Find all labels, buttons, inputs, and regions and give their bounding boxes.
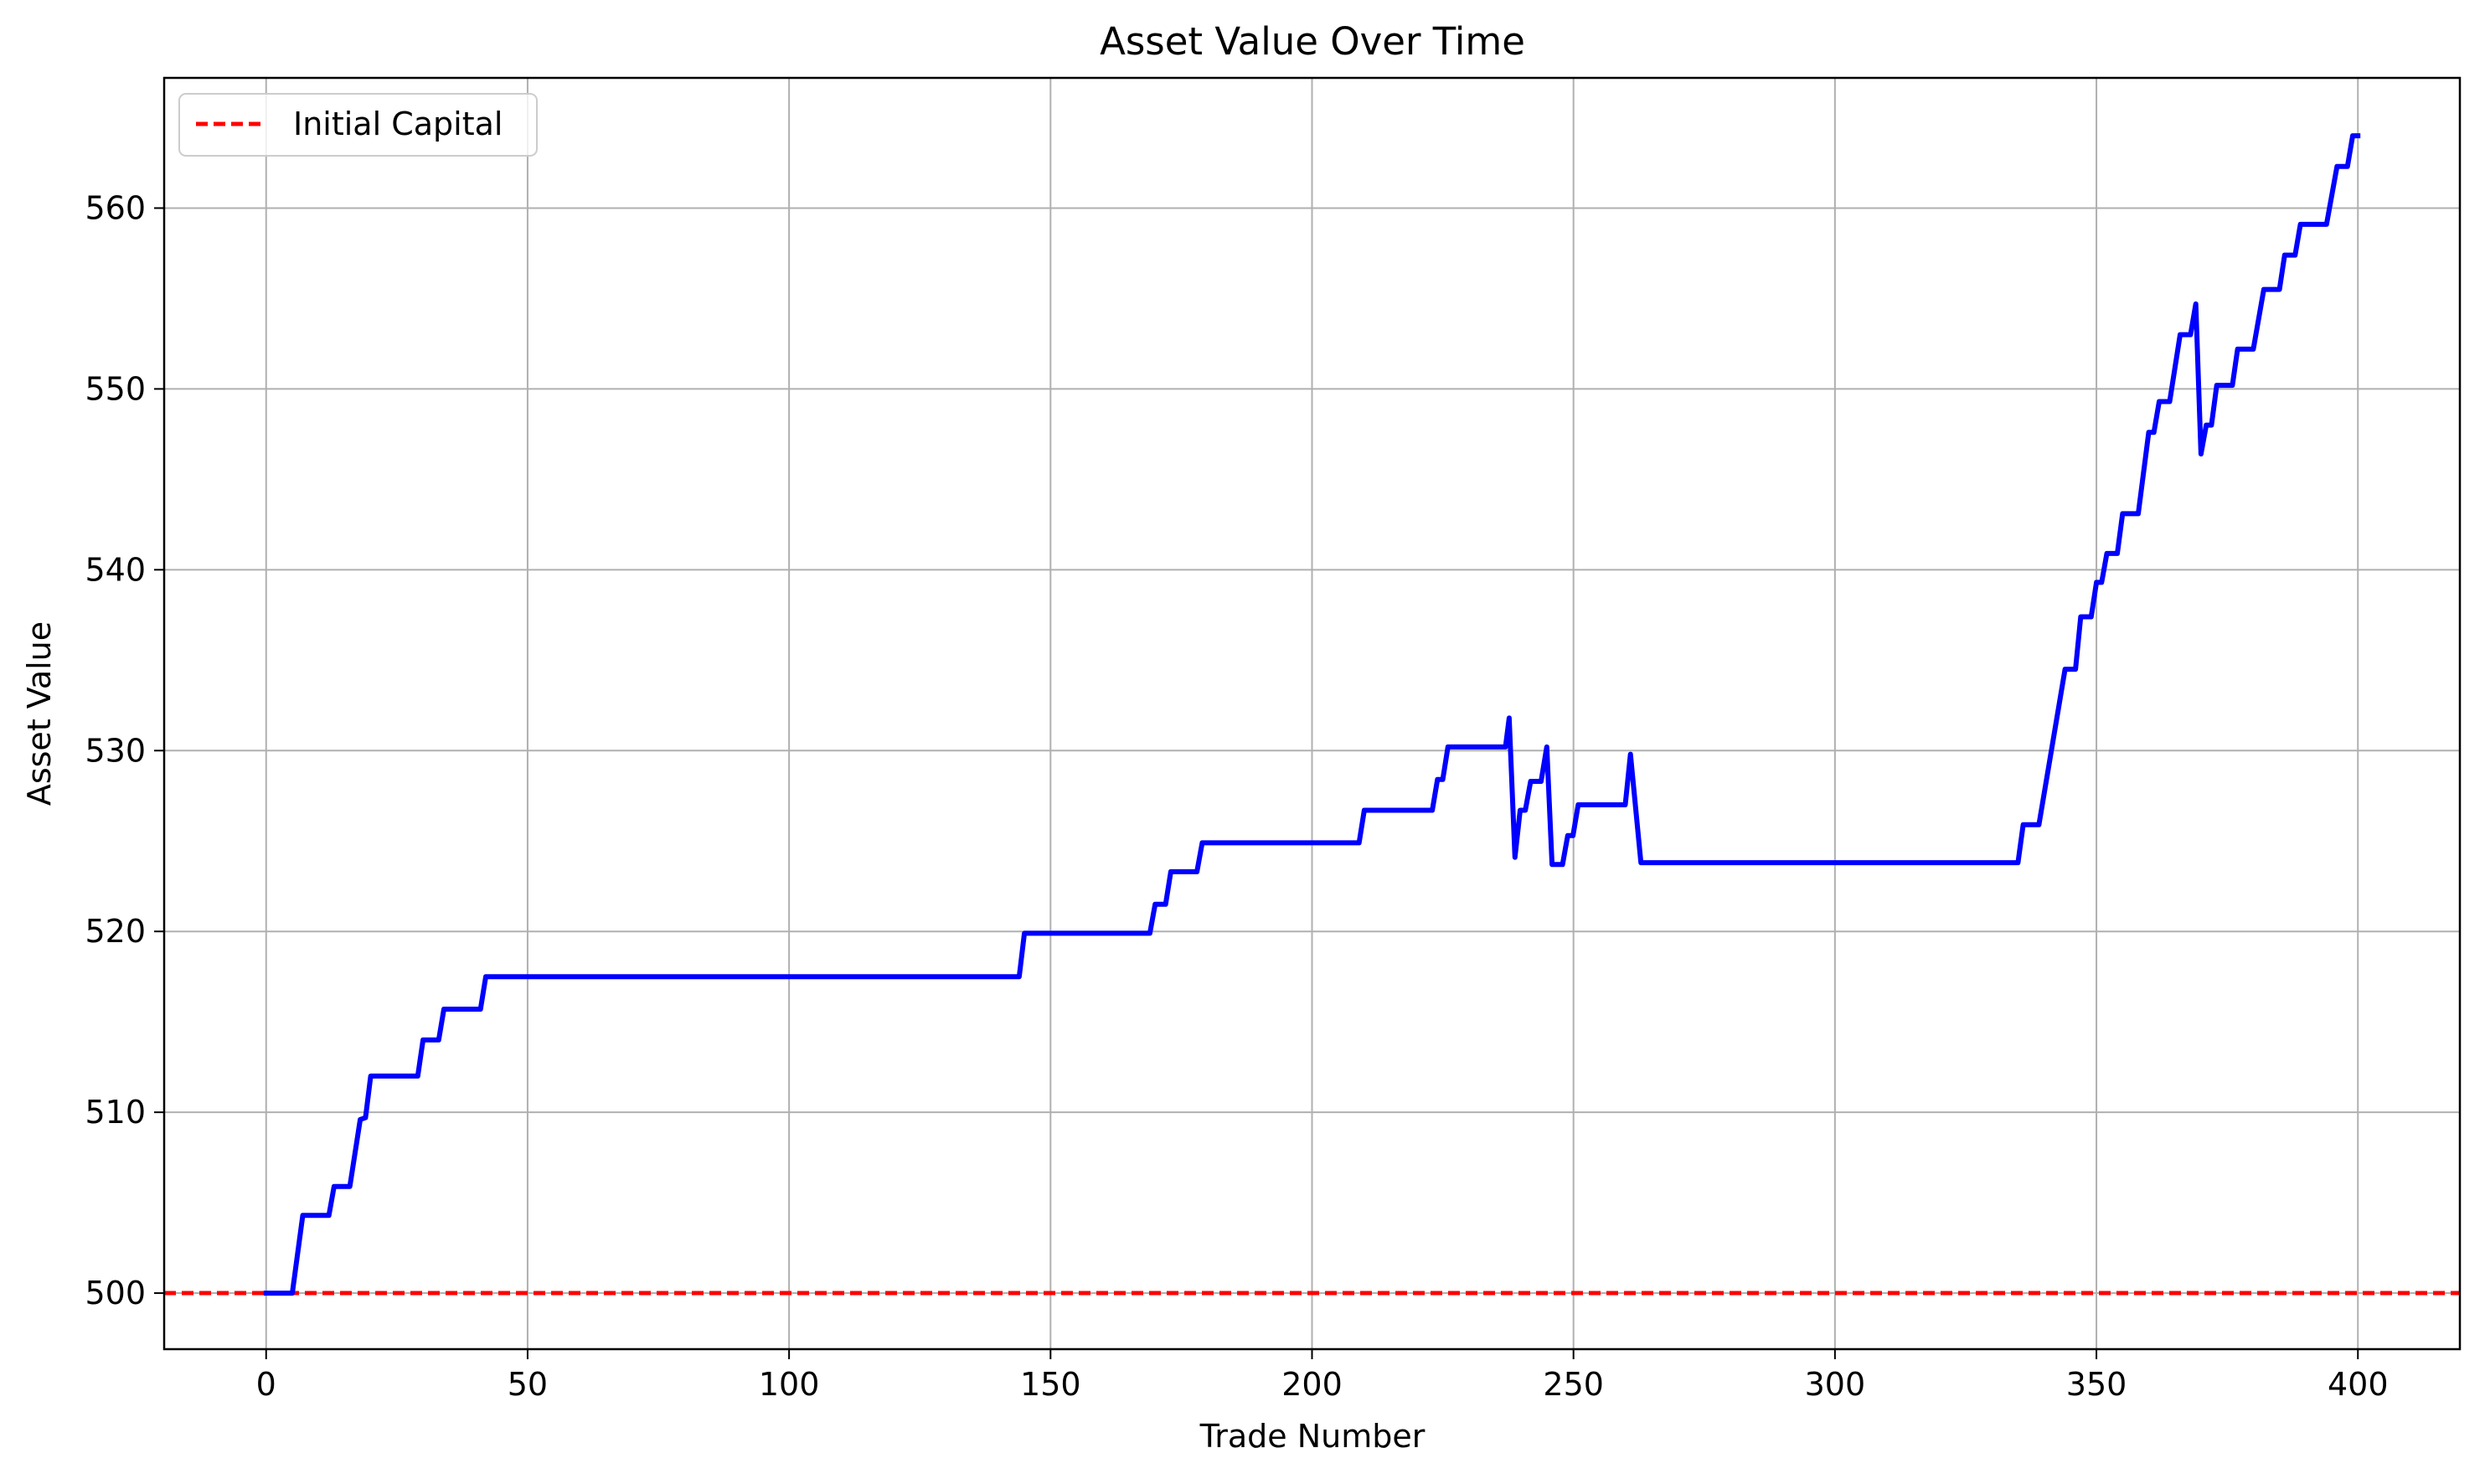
legend: Initial Capital xyxy=(178,93,538,157)
y-tick-label: 510 xyxy=(85,1094,146,1131)
y-tick-label: 500 xyxy=(85,1275,146,1311)
y-tick-label: 540 xyxy=(85,551,146,588)
x-tick-label: 50 xyxy=(508,1366,548,1403)
x-tick-label: 150 xyxy=(1020,1366,1081,1403)
x-tick-label: 250 xyxy=(1543,1366,1604,1403)
x-tick-label: 0 xyxy=(256,1366,276,1403)
y-axis-label: Asset Value xyxy=(21,621,58,806)
series-line-asset xyxy=(263,133,2361,1296)
x-tick-label: 400 xyxy=(2328,1366,2389,1403)
grid xyxy=(164,78,2460,1349)
legend-label-initial-capital: Initial Capital xyxy=(293,106,503,142)
x-tick-label: 100 xyxy=(759,1366,820,1403)
y-tick-label: 550 xyxy=(85,370,146,407)
x-axis-label: Trade Number xyxy=(1199,1418,1426,1455)
x-tick-label: 300 xyxy=(1805,1366,1866,1403)
series-group xyxy=(263,133,2361,1296)
y-axis: 500 510 520 530 540 550 560 xyxy=(85,189,164,1311)
chart-title: Asset Value Over Time xyxy=(1100,19,1525,64)
y-tick-label: 520 xyxy=(85,913,146,950)
x-tick-label: 200 xyxy=(1281,1366,1343,1403)
legend-box xyxy=(178,93,538,157)
x-axis: 0 50 100 150 200 250 300 350 400 xyxy=(256,1349,2389,1403)
y-tick-label: 560 xyxy=(85,189,146,226)
y-tick-label: 530 xyxy=(85,732,146,769)
x-tick-label: 350 xyxy=(2066,1366,2127,1403)
